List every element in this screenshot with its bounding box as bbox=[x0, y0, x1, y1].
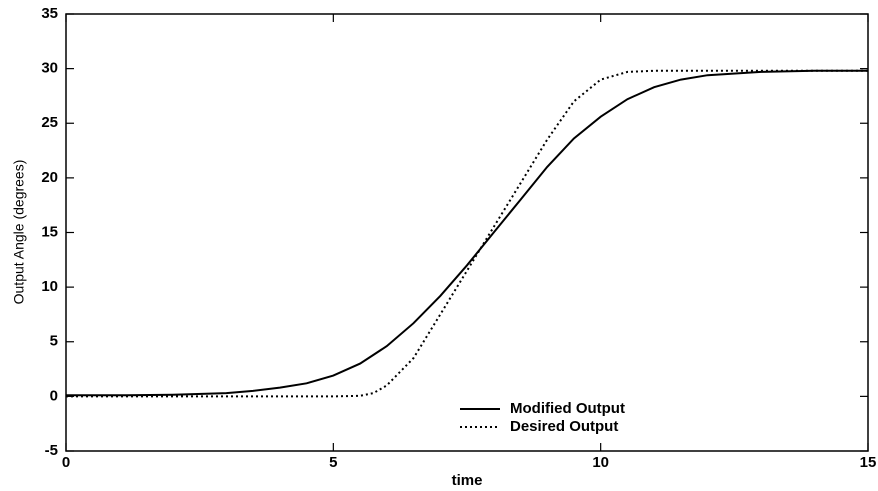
line-series bbox=[66, 69, 868, 397]
y-tick-label: 25 bbox=[41, 114, 58, 131]
x-tick-label: 0 bbox=[62, 454, 70, 471]
y-tick-label: -5 bbox=[45, 442, 58, 459]
y-tick-label: 35 bbox=[41, 5, 58, 22]
y-axis-label: Output Angle (degrees) bbox=[11, 160, 27, 305]
x-tick-label: 5 bbox=[329, 454, 337, 471]
x-tick-label: 10 bbox=[592, 454, 609, 471]
x-axis-label: time bbox=[452, 472, 483, 489]
x-tick-label: 15 bbox=[860, 454, 877, 471]
line-series bbox=[66, 69, 868, 398]
y-tick-label: 5 bbox=[50, 333, 58, 350]
legend-label: Modified Output bbox=[510, 400, 625, 417]
y-tick-label: 0 bbox=[50, 387, 58, 404]
y-tick-label: 20 bbox=[41, 169, 58, 186]
legend-label: Desired Output bbox=[510, 418, 618, 435]
y-tick-label: 10 bbox=[41, 278, 58, 295]
y-tick-label: 30 bbox=[41, 60, 58, 77]
y-tick-label: 15 bbox=[41, 223, 58, 240]
plot-frame bbox=[65, 13, 869, 452]
